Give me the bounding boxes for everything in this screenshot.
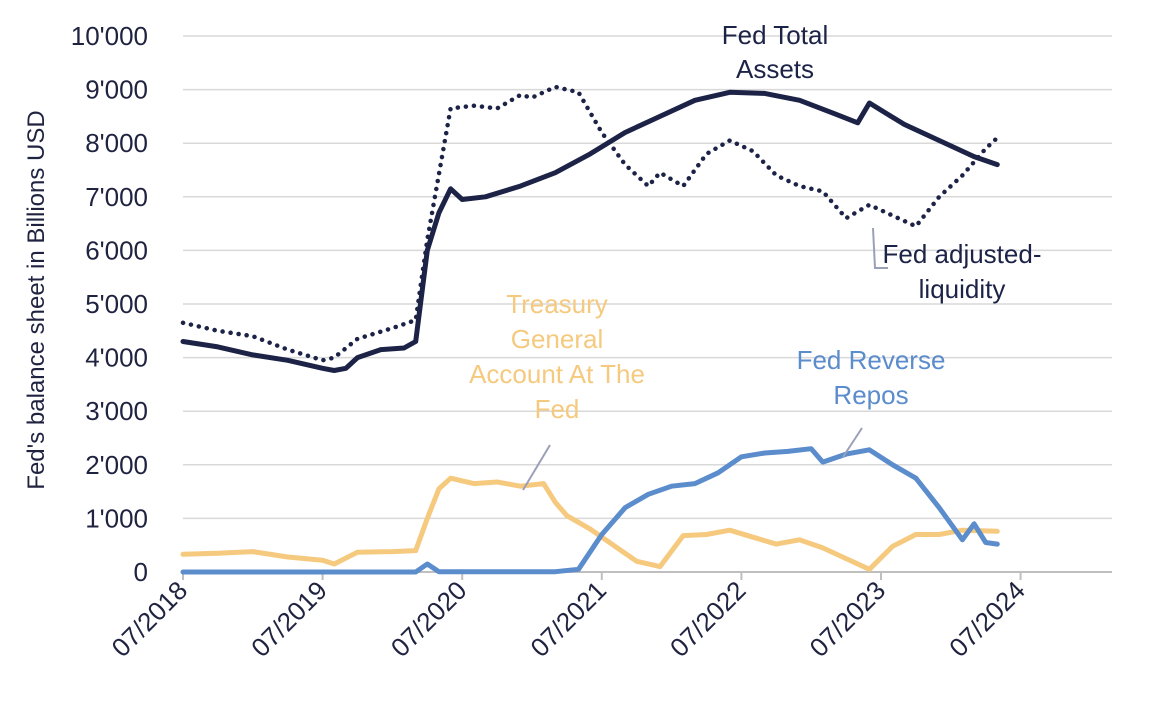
x-tick-label: 07/2018 (106, 575, 194, 663)
y-tick-label: 6'000 (85, 235, 148, 265)
y-tick-label: 5'000 (85, 289, 148, 319)
annotation-text: liquidity (919, 274, 1006, 304)
leader-fed-reverse-repos (842, 427, 863, 458)
y-tick-label: 4'000 (85, 343, 148, 373)
y-axis-label: Fed's balance sheet in Billions USD (23, 110, 50, 489)
x-tick-label: 07/2023 (804, 575, 892, 663)
annotation-text: Treasury (506, 289, 608, 319)
x-tick-label: 07/2024 (943, 575, 1031, 663)
annotation-text: Fed adjusted- (883, 239, 1042, 269)
annotation-text: General (511, 324, 604, 354)
series-lines (180, 84, 1000, 575)
annotation-leaders (522, 227, 888, 491)
x-tick-label: 07/2019 (245, 575, 333, 663)
x-tick-label: 07/2022 (664, 575, 752, 663)
y-tick-label: 10'000 (71, 21, 148, 51)
annotations: Fed Total Assets Fed adjusted-liquidity Tre… (469, 20, 1041, 424)
series-line-fed-total-assets (180, 89, 1000, 373)
leader-fed-adjusted-liquidity (872, 227, 888, 269)
annotation-text: Fed Total (722, 20, 828, 50)
annotation-text: Account At The (469, 359, 645, 389)
annotation-text: Repos (833, 380, 908, 410)
series-line-treasury-general-account-at-the-fed (180, 475, 1000, 572)
annotation-text: Assets (736, 54, 814, 84)
y-tick-label: 8'000 (85, 128, 148, 158)
y-tick-label: 2'000 (85, 450, 148, 480)
series-line-fed-adjusted-liquidity (180, 84, 1000, 363)
y-axis-ticks: 0 1'000 2'000 3'000 4'000 5'000 6'000 7'000 8'00… (71, 21, 148, 587)
annotation-text: Fed (535, 394, 580, 424)
y-tick-label: 9'000 (85, 75, 148, 105)
gridlines (183, 35, 1112, 520)
y-tick-label: 3'000 (85, 396, 148, 426)
x-tick-label: 07/2021 (524, 575, 612, 663)
leader-treasury-general-account (522, 444, 551, 491)
x-axis-ticks: 07/2018 07/2019 07/2020 07/2021 07/2022 07/20… (106, 572, 1031, 663)
series-line-fed-reverse-repos (180, 446, 1000, 575)
x-tick-label: 07/2020 (385, 575, 473, 663)
annotation-text: Fed Reverse (797, 345, 946, 375)
y-tick-label: 7'000 (85, 182, 148, 212)
y-tick-label: 1'000 (85, 503, 148, 533)
y-tick-label: 0 (134, 557, 148, 587)
